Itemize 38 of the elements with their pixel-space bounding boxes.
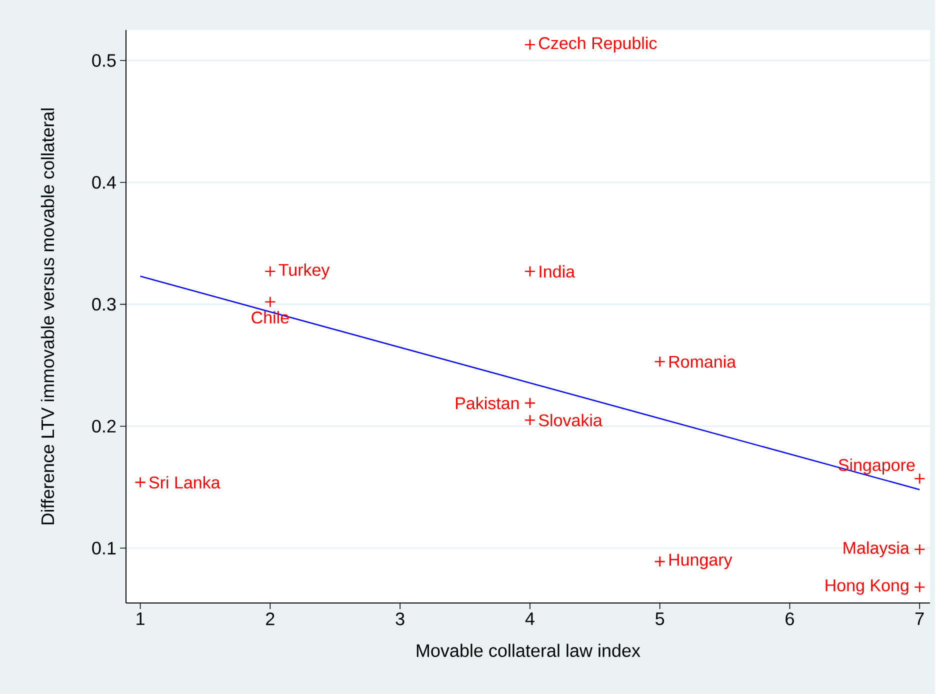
annotation: Pakistan	[456, 396, 519, 410]
annotation: Singapore	[838, 458, 915, 474]
x-tick-label: 3	[396, 612, 404, 626]
x-tick-label: 7	[916, 612, 924, 625]
y-tick-label: 0.5	[92, 54, 116, 67]
y-tick-label: 0.4	[92, 176, 116, 189]
x-tick-label: 4	[525, 612, 534, 625]
y-tick-label: 0.2	[92, 420, 116, 433]
annotation: Malaysia	[844, 541, 910, 558]
annotation: Turkey	[278, 263, 330, 280]
annotation: Romania	[669, 355, 736, 368]
x-tick-label: 6	[786, 612, 794, 626]
annotation: Slovakia	[538, 414, 602, 426]
point	[524, 414, 536, 426]
point	[654, 356, 666, 368]
y-axis-title: Difference LTV immovable versus movable collateral	[40, 108, 54, 524]
point	[134, 476, 146, 488]
y-tick-label: 0.3	[92, 298, 116, 311]
point	[524, 266, 536, 278]
y-tick-label: 0.1	[92, 542, 116, 555]
annotation: Sri Lanka	[149, 476, 220, 489]
point	[914, 582, 926, 593]
point	[524, 397, 536, 409]
point	[524, 38, 536, 50]
point	[914, 472, 926, 484]
annotation: Czech Republic	[539, 36, 657, 53]
point	[264, 266, 276, 278]
annotation: Chile	[252, 311, 289, 324]
x-tick-label: 1	[136, 612, 144, 625]
point	[654, 556, 666, 568]
annotation: India	[540, 265, 576, 278]
annotation: Hong Kong	[826, 580, 908, 595]
annotation: Hungary	[669, 554, 732, 570]
x-axis-title: Movable collateral law index	[416, 644, 640, 657]
x-tick-label: 5	[656, 612, 664, 626]
x-tick-label: 2	[266, 612, 274, 626]
point	[914, 544, 926, 556]
point	[264, 296, 276, 308]
